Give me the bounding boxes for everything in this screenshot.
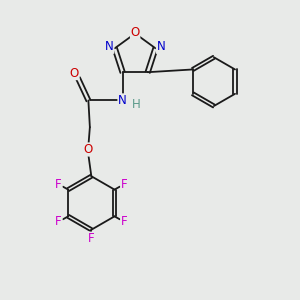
Text: F: F <box>56 178 62 191</box>
Text: N: N <box>157 40 165 53</box>
Text: F: F <box>121 178 127 191</box>
Text: O: O <box>130 26 140 39</box>
Text: H: H <box>132 98 140 111</box>
Text: N: N <box>105 40 114 53</box>
Text: F: F <box>121 215 127 228</box>
Text: O: O <box>70 67 79 80</box>
Text: N: N <box>118 94 127 107</box>
Text: F: F <box>56 215 62 228</box>
Text: F: F <box>88 232 95 245</box>
Text: O: O <box>84 143 93 156</box>
